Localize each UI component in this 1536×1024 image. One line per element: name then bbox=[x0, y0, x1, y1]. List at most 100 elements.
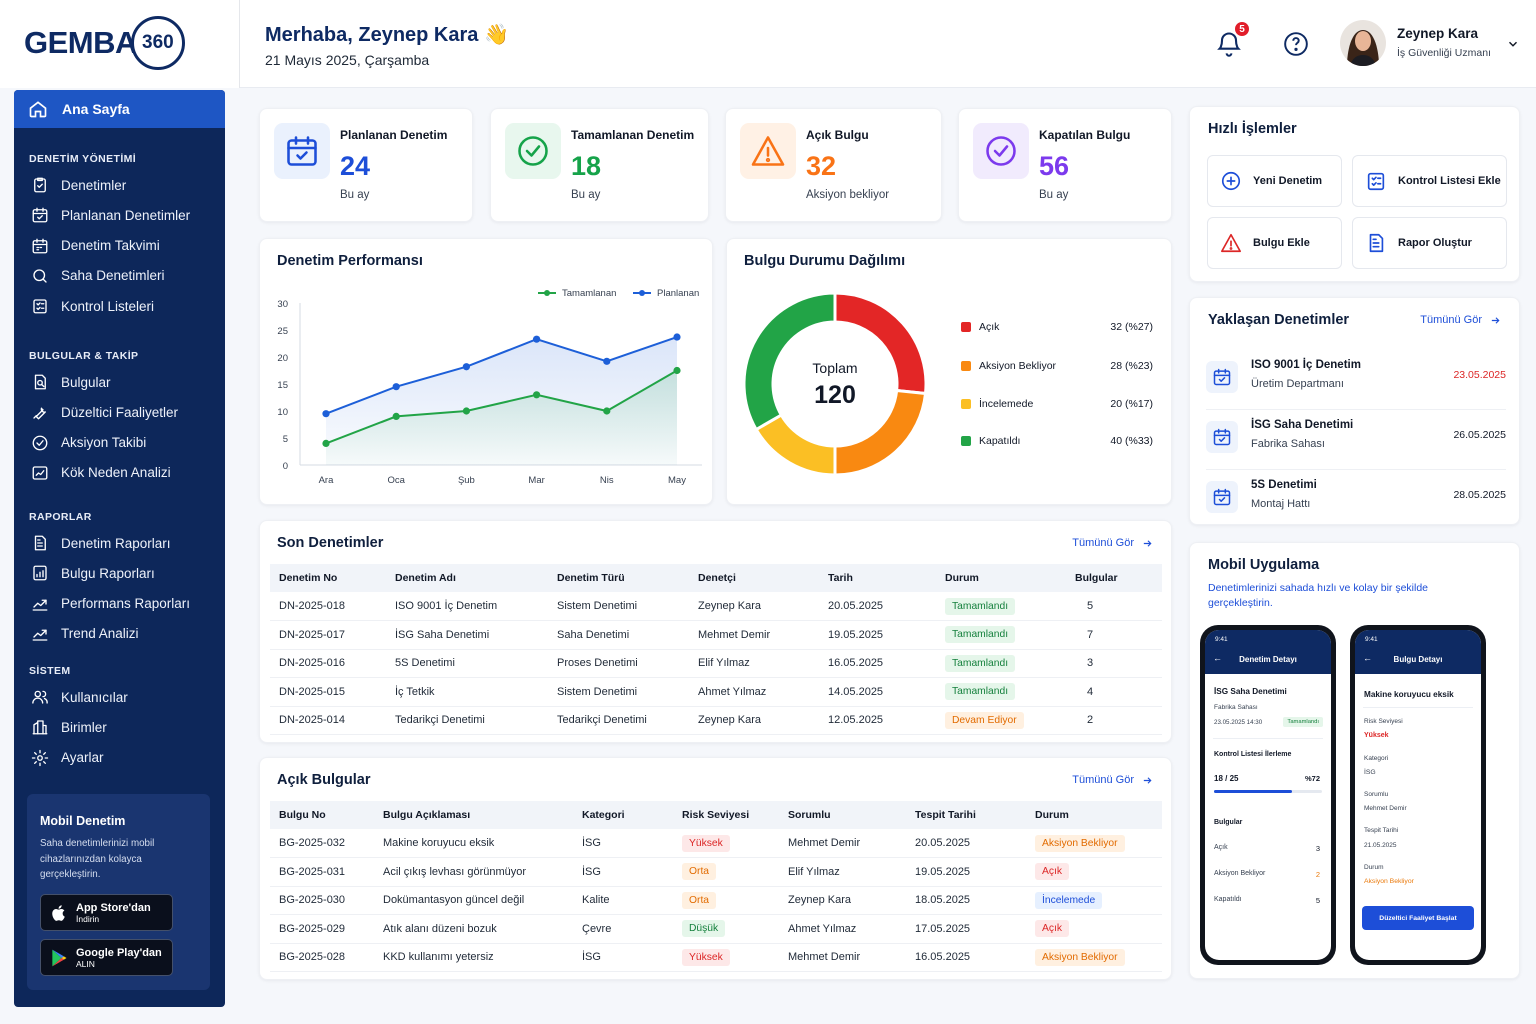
table-cell: 16.05.2025 bbox=[906, 943, 1026, 972]
table-row[interactable]: DN-2025-018 ISO 9001 İç Denetim Sistem Den… bbox=[270, 592, 1162, 621]
back-arrow-icon[interactable]: ← bbox=[1363, 653, 1372, 663]
sidebar-item-düzeltici-faaliyetler[interactable]: Düzeltici Faaliyetler bbox=[31, 401, 178, 423]
stat-card[interactable]: Tamamlanan Denetim 18 Bu ay bbox=[490, 108, 709, 222]
start-corrective-action-button[interactable]: Düzeltici Faaliyet Başlat bbox=[1362, 906, 1474, 930]
data-point bbox=[533, 335, 541, 343]
series-line bbox=[325, 369, 678, 445]
check-circle-icon bbox=[986, 136, 1016, 166]
see-all-label: Tümünü Gör bbox=[1072, 537, 1134, 549]
upcoming-item[interactable]: ISO 9001 İç Denetim Üretim Departmanı 23.0… bbox=[1206, 357, 1506, 407]
column-header[interactable]: Risk Seviyesi bbox=[673, 801, 779, 829]
recent-audits-table: Denetim No Denetim Adı Denetim Türü Denetçi… bbox=[270, 564, 1162, 735]
mobile-promo: Mobil Denetim Saha denetimlerinizi mobil… bbox=[27, 794, 210, 990]
table-row[interactable]: BG-2025-031 Acil çıkış levhası görünmüyor… bbox=[270, 857, 1162, 887]
sidebar-item-denetim-raporları[interactable]: Denetim Raporları bbox=[31, 532, 171, 554]
chevron-down-icon[interactable] bbox=[1506, 37, 1520, 51]
quick-action-yeni-denetim[interactable]: Yeni Denetim bbox=[1207, 155, 1342, 207]
table-row[interactable]: DN-2025-017 İSG Saha Denetimi Saha Denetim… bbox=[270, 620, 1162, 650]
sidebar-item-bulgu-raporları[interactable]: Bulgu Raporları bbox=[31, 562, 155, 584]
phone-finding-count: 3 bbox=[1315, 844, 1320, 853]
sidebar-item-kök-neden-analizi[interactable]: Kök Neden Analizi bbox=[31, 462, 171, 484]
bell-icon[interactable] bbox=[1215, 30, 1243, 58]
sidebar-item-birimler[interactable]: Birimler bbox=[31, 716, 107, 738]
app-store-button[interactable]: App Store'dan İndirin bbox=[40, 894, 173, 931]
table-cell: Aksiyon Bekliyor bbox=[1026, 943, 1162, 972]
table-row[interactable]: DN-2025-015 İç Tetkik Sistem Denetimi Ahmet… bbox=[270, 677, 1162, 707]
column-header[interactable]: Bulgular bbox=[1066, 564, 1162, 592]
upcoming-see-all[interactable]: Tümünü Gör bbox=[1420, 314, 1501, 326]
column-header[interactable]: Denetim No bbox=[270, 564, 386, 592]
phone-finding-label: Açık bbox=[1214, 844, 1228, 851]
help-icon[interactable] bbox=[1283, 31, 1309, 57]
upcoming-item[interactable]: İSG Saha Denetimi Fabrika Sahası 26.05.202… bbox=[1206, 417, 1506, 467]
column-header[interactable]: Denetim Türü bbox=[548, 564, 689, 592]
risk-badge: Düşük bbox=[682, 920, 726, 938]
sidebar-item-saha-denetimleri[interactable]: Saha Denetimleri bbox=[31, 265, 165, 287]
phone-progress-title: Kontrol Listesi İlerleme bbox=[1214, 751, 1292, 758]
status-badge: Açık bbox=[1035, 920, 1070, 938]
column-header[interactable]: Tespit Tarihi bbox=[906, 801, 1026, 829]
quick-action-bulgu-ekle[interactable]: Bulgu Ekle bbox=[1207, 217, 1342, 269]
sidebar-item-denetim-takvimi[interactable]: Denetim Takvimi bbox=[31, 235, 160, 257]
table-cell: 19.05.2025 bbox=[819, 620, 936, 650]
stat-card[interactable]: Planlanan Denetim 24 Bu ay bbox=[259, 108, 473, 222]
phone-progress-count: 18 / 25 bbox=[1214, 774, 1239, 783]
stat-value: 56 bbox=[1039, 151, 1070, 181]
upcoming-location: Fabrika Sahası bbox=[1251, 438, 1325, 450]
notification-badge: 5 bbox=[1233, 20, 1251, 38]
findings-see-all[interactable]: Tümünü Gör bbox=[1072, 774, 1153, 786]
logo[interactable]: GEMBA 360 bbox=[24, 16, 185, 70]
column-header[interactable]: Durum bbox=[1026, 801, 1162, 829]
column-header[interactable]: Bulgu No bbox=[270, 801, 374, 829]
table-cell: Açık bbox=[1026, 914, 1162, 944]
phone-audit-time: 23.05.2025 14:30 bbox=[1214, 719, 1263, 726]
avatar[interactable] bbox=[1340, 20, 1386, 66]
sidebar-item-aksiyon-takibi[interactable]: Aksiyon Takibi bbox=[31, 432, 146, 454]
x-tick-label: May bbox=[668, 475, 686, 486]
see-all-label: Tümünü Gör bbox=[1072, 774, 1134, 786]
column-header[interactable]: Bulgu Açıklaması bbox=[374, 801, 573, 829]
sidebar-item-denetimler[interactable]: Denetimler bbox=[31, 174, 126, 196]
column-header[interactable]: Denetçi bbox=[689, 564, 819, 592]
column-header[interactable]: Sorumlu bbox=[779, 801, 906, 829]
upcoming-item[interactable]: 5S Denetimi Montaj Hattı 28.05.2025 bbox=[1206, 477, 1506, 527]
table-row[interactable]: BG-2025-029 Atık alanı düzeni bozuk Çevre D… bbox=[270, 914, 1162, 944]
table-row[interactable]: BG-2025-032 Makine koruyucu eksik İSG Yükse… bbox=[270, 829, 1162, 858]
sidebar-item-planlanan-denetimler[interactable]: Planlanan Denetimler bbox=[31, 204, 190, 226]
sidebar-item-ayarlar[interactable]: Ayarlar bbox=[31, 747, 104, 769]
sidebar-item-bulgular[interactable]: Bulgular bbox=[31, 371, 111, 393]
table-row[interactable]: BG-2025-030 Dokümantasyon güncel değil Kal… bbox=[270, 886, 1162, 915]
sidebar-item-kontrol-listeleri[interactable]: Kontrol Listeleri bbox=[31, 295, 154, 317]
sidebar-item-home[interactable]: Ana Sayfa bbox=[14, 90, 225, 128]
column-header[interactable]: Kategori bbox=[573, 801, 673, 829]
x-tick-label: Şub bbox=[458, 475, 475, 486]
sidebar-item-trend-analizi[interactable]: Trend Analizi bbox=[31, 623, 139, 645]
quick-action-kontrol-listesi-ekle[interactable]: Kontrol Listesi Ekle bbox=[1352, 155, 1507, 207]
back-arrow-icon[interactable]: ← bbox=[1213, 653, 1222, 663]
column-header[interactable]: Tarih bbox=[819, 564, 936, 592]
sidebar-item-performans-raporları[interactable]: Performans Raporları bbox=[31, 593, 190, 615]
table-cell: DN-2025-018 bbox=[270, 592, 386, 621]
quick-action-rapor-oluştur[interactable]: Rapor Oluştur bbox=[1352, 217, 1507, 269]
table-row[interactable]: DN-2025-014 Tedarikçi Denetimi Tedarikçi D… bbox=[270, 706, 1162, 735]
building-icon bbox=[32, 720, 48, 735]
legend-swatch bbox=[961, 361, 971, 371]
calendar-icon bbox=[32, 238, 48, 254]
table-row[interactable]: DN-2025-016 5S Denetimi Proses Denetimi Eli… bbox=[270, 649, 1162, 678]
table-cell: 20.05.2025 bbox=[819, 592, 936, 621]
sidebar-item-kullanıcılar[interactable]: Kullanıcılar bbox=[31, 686, 128, 708]
table-cell: 17.05.2025 bbox=[906, 914, 1026, 944]
quick-actions-title: Hızlı İşlemler bbox=[1208, 121, 1297, 137]
sidebar-item-label: Bulgular bbox=[61, 374, 111, 390]
stat-card[interactable]: Kapatılan Bulgu 56 Bu ay bbox=[958, 108, 1172, 222]
check-circle-icon bbox=[518, 136, 548, 166]
document-icon bbox=[34, 374, 46, 390]
stat-card[interactable]: Açık Bulgu 32 Aksiyon bekliyor bbox=[725, 108, 942, 222]
table-cell: Proses Denetimi bbox=[548, 649, 689, 678]
table-row[interactable]: BG-2025-028 KKD kullanımı yetersiz İSG Yüks… bbox=[270, 943, 1162, 972]
recent-see-all[interactable]: Tümünü Gör bbox=[1072, 537, 1153, 549]
google-play-button[interactable]: Google Play'dan ALIN bbox=[40, 939, 173, 976]
column-header[interactable]: Durum bbox=[936, 564, 1066, 592]
column-header[interactable]: Denetim Adı bbox=[386, 564, 548, 592]
table-cell: Makine koruyucu eksik bbox=[374, 829, 573, 858]
